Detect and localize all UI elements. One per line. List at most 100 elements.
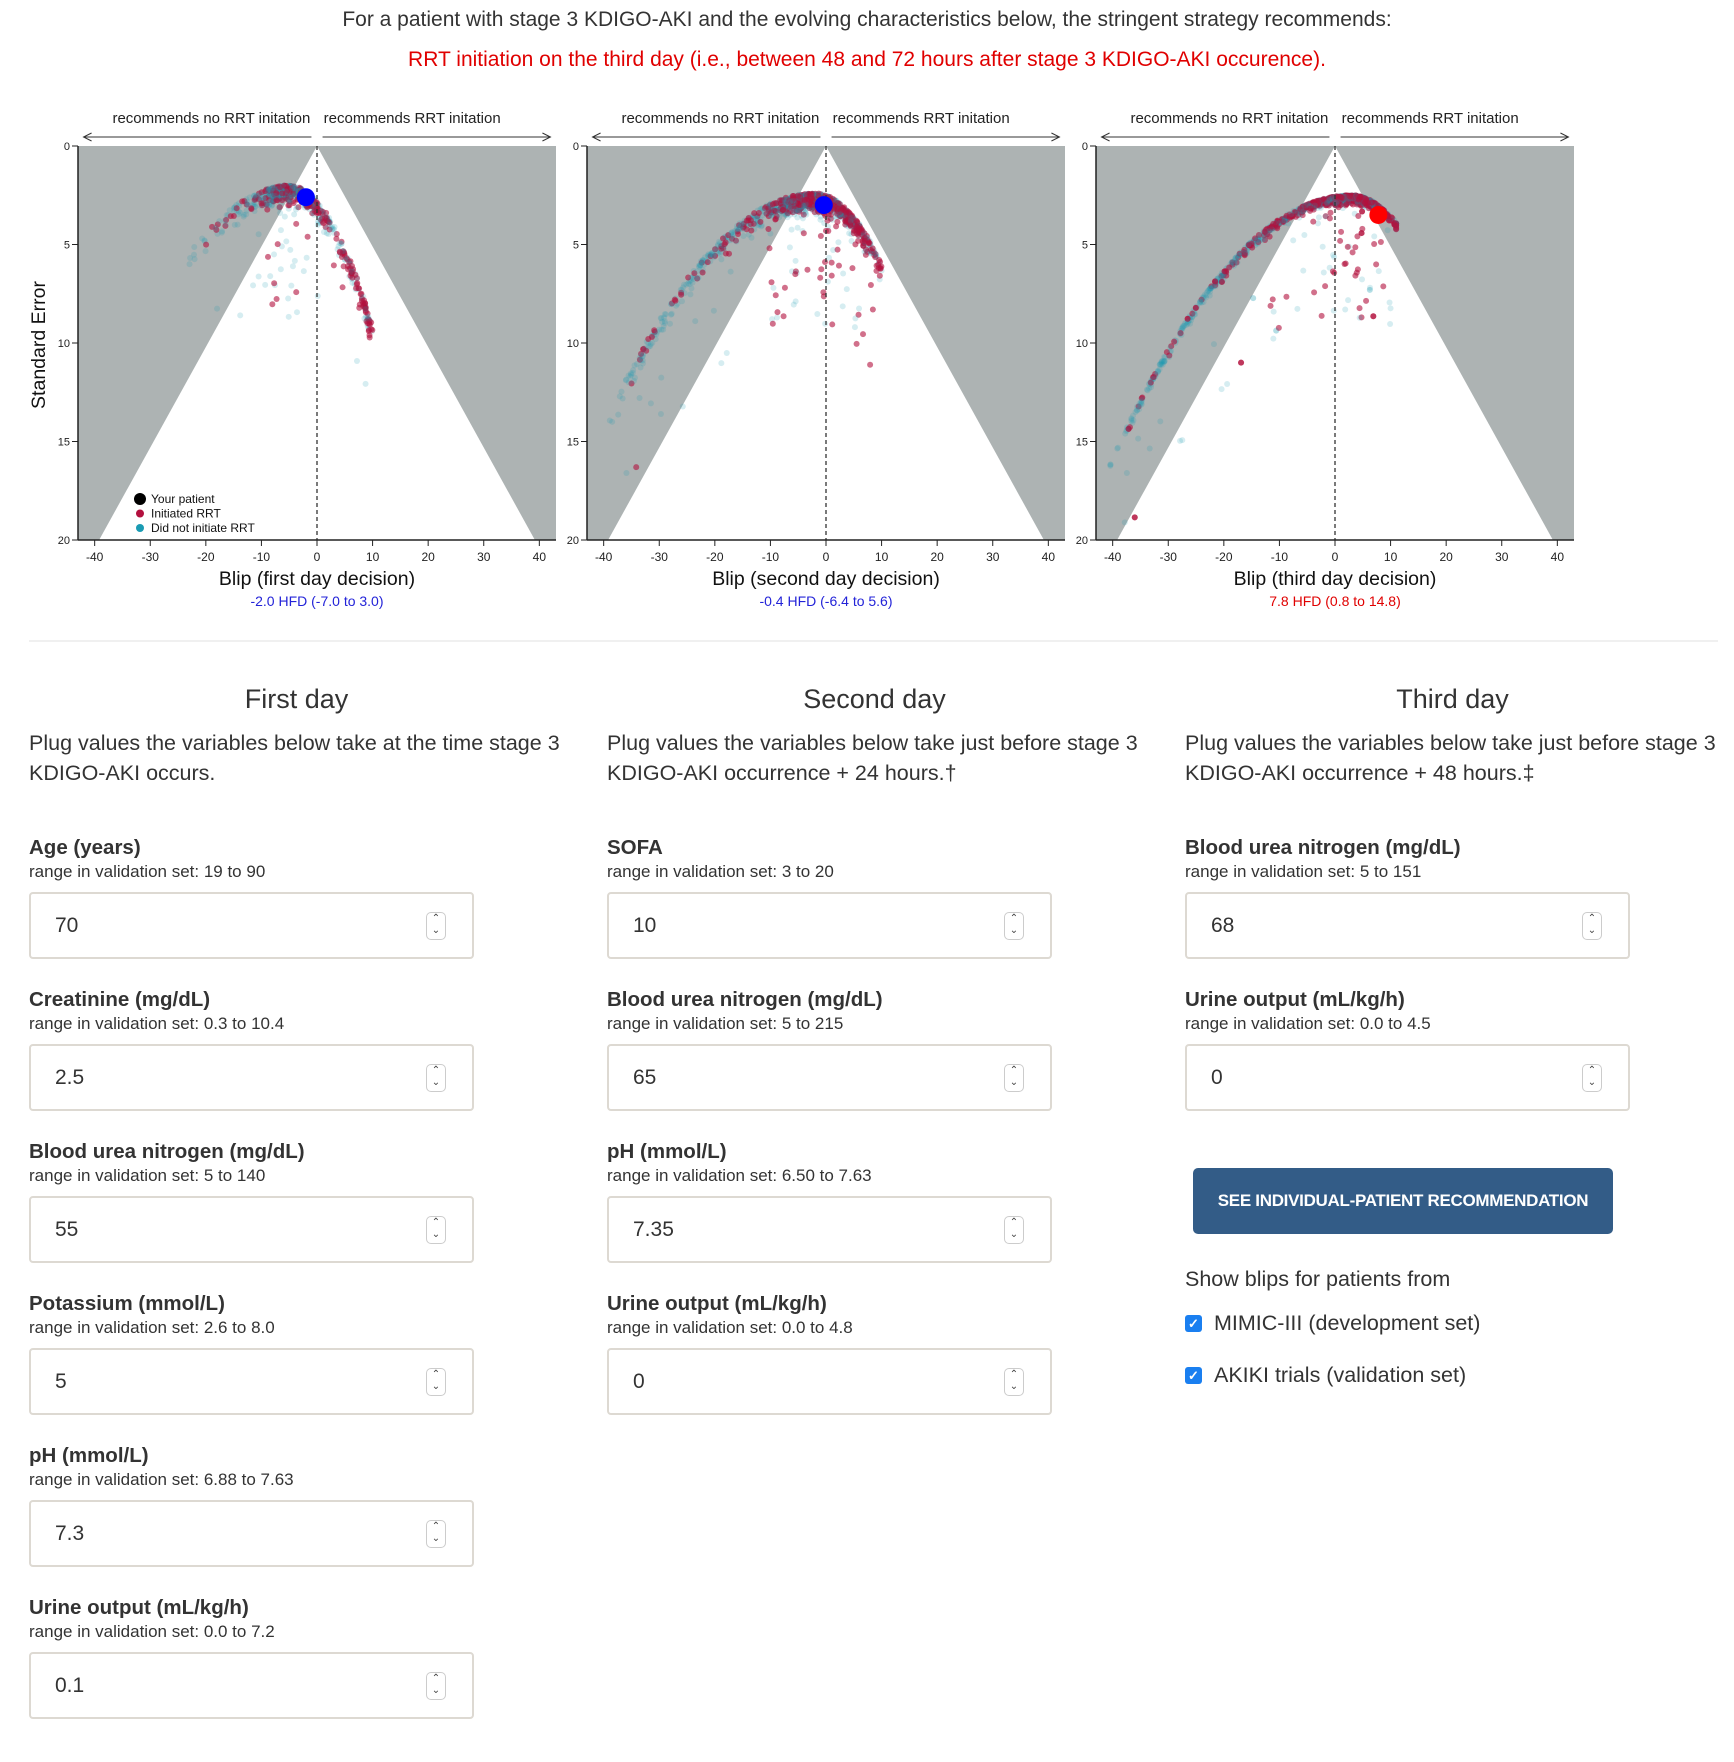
scatter-point: [771, 207, 778, 214]
input-value[interactable]: 0.1: [55, 1674, 85, 1697]
scatter-point: [801, 196, 808, 203]
input-value[interactable]: 5: [55, 1370, 67, 1393]
number-input[interactable]: 65 ⌃ ⌄: [607, 1044, 1052, 1111]
dataset-checkbox[interactable]: ✓ MIMIC-III (development set): [1185, 1308, 1720, 1338]
spinner-icon[interactable]: ⌃ ⌄: [426, 1064, 446, 1092]
scatter-point: [344, 254, 351, 261]
spinner-icon[interactable]: ⌃ ⌄: [426, 1672, 446, 1700]
scatter-point: [1301, 232, 1308, 239]
spinner-icon[interactable]: ⌃ ⌄: [426, 1216, 446, 1244]
scatter-point: [277, 184, 284, 191]
scatter-point: [1218, 278, 1225, 285]
input-value[interactable]: 0: [1211, 1066, 1223, 1089]
scatter-point: [728, 235, 735, 242]
input-value[interactable]: 0: [633, 1370, 645, 1393]
scatter-point: [273, 197, 280, 204]
scatter-point: [293, 185, 300, 192]
scatter-point: [718, 245, 725, 252]
scatter-point: [822, 320, 829, 327]
spinner-icon[interactable]: ⌃ ⌄: [1582, 912, 1602, 940]
spinner-icon[interactable]: ⌃ ⌄: [1004, 1064, 1024, 1092]
number-input[interactable]: 7.35 ⌃ ⌄: [607, 1196, 1052, 1263]
scatter-point: [223, 217, 230, 224]
scatter-point: [661, 318, 668, 325]
scatter-point: [1229, 258, 1236, 265]
spinner-icon[interactable]: ⌃ ⌄: [1582, 1064, 1602, 1092]
scatter-point: [191, 256, 198, 263]
scatter-point: [235, 211, 242, 218]
arrow-right-icon: [1340, 132, 1570, 142]
input-value[interactable]: 68: [1211, 914, 1235, 937]
scatter-point: [784, 211, 791, 218]
y-tick-label: 20: [58, 535, 70, 547]
scatter-point: [763, 210, 770, 217]
scatter-point: [781, 284, 788, 291]
number-input[interactable]: 2.5 ⌃ ⌄: [29, 1044, 474, 1111]
scatter-point: [710, 252, 717, 259]
spinner-icon[interactable]: ⌃ ⌄: [1004, 912, 1024, 940]
scatter-point: [804, 266, 811, 273]
spinner-icon[interactable]: ⌃ ⌄: [426, 1520, 446, 1548]
scatter-point: [718, 256, 725, 263]
scatter-point: [834, 205, 841, 212]
scatter-point: [788, 203, 795, 210]
scatter-point: [875, 264, 882, 271]
number-input[interactable]: 5 ⌃ ⌄: [29, 1348, 474, 1415]
scatter-point: [748, 227, 755, 234]
number-input[interactable]: 55 ⌃ ⌄: [29, 1196, 474, 1263]
input-value[interactable]: 2.5: [55, 1066, 85, 1089]
y-tick-label: 15: [567, 437, 579, 449]
checkbox-checked-icon[interactable]: ✓: [1185, 1366, 1202, 1384]
scatter-point: [291, 189, 298, 196]
input-value[interactable]: 7.3: [55, 1522, 85, 1545]
scatter-point: [637, 364, 644, 371]
spinner-icon[interactable]: ⌃ ⌄: [1004, 1368, 1024, 1396]
scatter-point: [265, 185, 272, 192]
number-input[interactable]: 0 ⌃ ⌄: [607, 1348, 1052, 1415]
scatter-point: [186, 261, 193, 268]
spinner-icon[interactable]: ⌃ ⌄: [1004, 1216, 1024, 1244]
scatter-point: [250, 192, 257, 199]
field-label: Age (years): [29, 836, 141, 859]
scatter-point: [688, 285, 695, 292]
checkbox-checked-icon[interactable]: ✓: [1185, 1314, 1202, 1332]
scatter-point: [338, 238, 345, 245]
field-list: SOFA range in validation set: 3 to 20 10…: [607, 836, 1142, 1444]
patient-point: [1369, 205, 1388, 224]
scatter-point: [817, 274, 824, 281]
spinner-icon[interactable]: ⌃ ⌄: [426, 912, 446, 940]
number-input[interactable]: 0 ⌃ ⌄: [1185, 1044, 1630, 1111]
scatter-point: [654, 328, 661, 335]
column-2: Second day Plug values the variables bel…: [607, 682, 1142, 1444]
input-value[interactable]: 10: [633, 914, 657, 937]
dataset-checkbox[interactable]: ✓ AKIKI trials (validation set): [1185, 1360, 1720, 1390]
scatter-point: [1254, 235, 1261, 242]
number-input[interactable]: 68 ⌃ ⌄: [1185, 892, 1630, 959]
input-value[interactable]: 70: [55, 914, 79, 937]
checkbox-label[interactable]: MIMIC-III (development set): [1214, 1311, 1481, 1335]
scatter-point: [623, 376, 630, 383]
scatter-point: [287, 192, 294, 199]
scatter-point: [333, 230, 340, 237]
number-input[interactable]: 10 ⌃ ⌄: [607, 892, 1052, 959]
number-input[interactable]: 0.1 ⌃ ⌄: [29, 1652, 474, 1719]
scatter-point: [276, 204, 283, 211]
scatter-point: [794, 192, 801, 199]
scatter-point: [867, 250, 874, 257]
scatter-point: [293, 289, 300, 296]
scatter-point: [717, 248, 724, 255]
scatter-point: [662, 311, 669, 318]
input-value[interactable]: 7.35: [633, 1218, 674, 1241]
input-value[interactable]: 65: [633, 1066, 657, 1089]
recommendation-result: RRT initiation on the third day (i.e., b…: [408, 48, 1326, 71]
scatter-point: [751, 210, 758, 217]
spinner-icon[interactable]: ⌃ ⌄: [426, 1368, 446, 1396]
field: Creatinine (mg/dL) range in validation s…: [29, 988, 564, 1140]
scatter-point: [1269, 296, 1276, 303]
input-value[interactable]: 55: [55, 1218, 79, 1241]
see-recommendation-button[interactable]: SEE INDIVIDUAL-PATIENT RECOMMENDATION: [1193, 1168, 1613, 1234]
number-input[interactable]: 70 ⌃ ⌄: [29, 892, 474, 959]
number-input[interactable]: 7.3 ⌃ ⌄: [29, 1500, 474, 1567]
checkbox-label[interactable]: AKIKI trials (validation set): [1214, 1363, 1467, 1387]
scatter-point: [790, 301, 797, 308]
